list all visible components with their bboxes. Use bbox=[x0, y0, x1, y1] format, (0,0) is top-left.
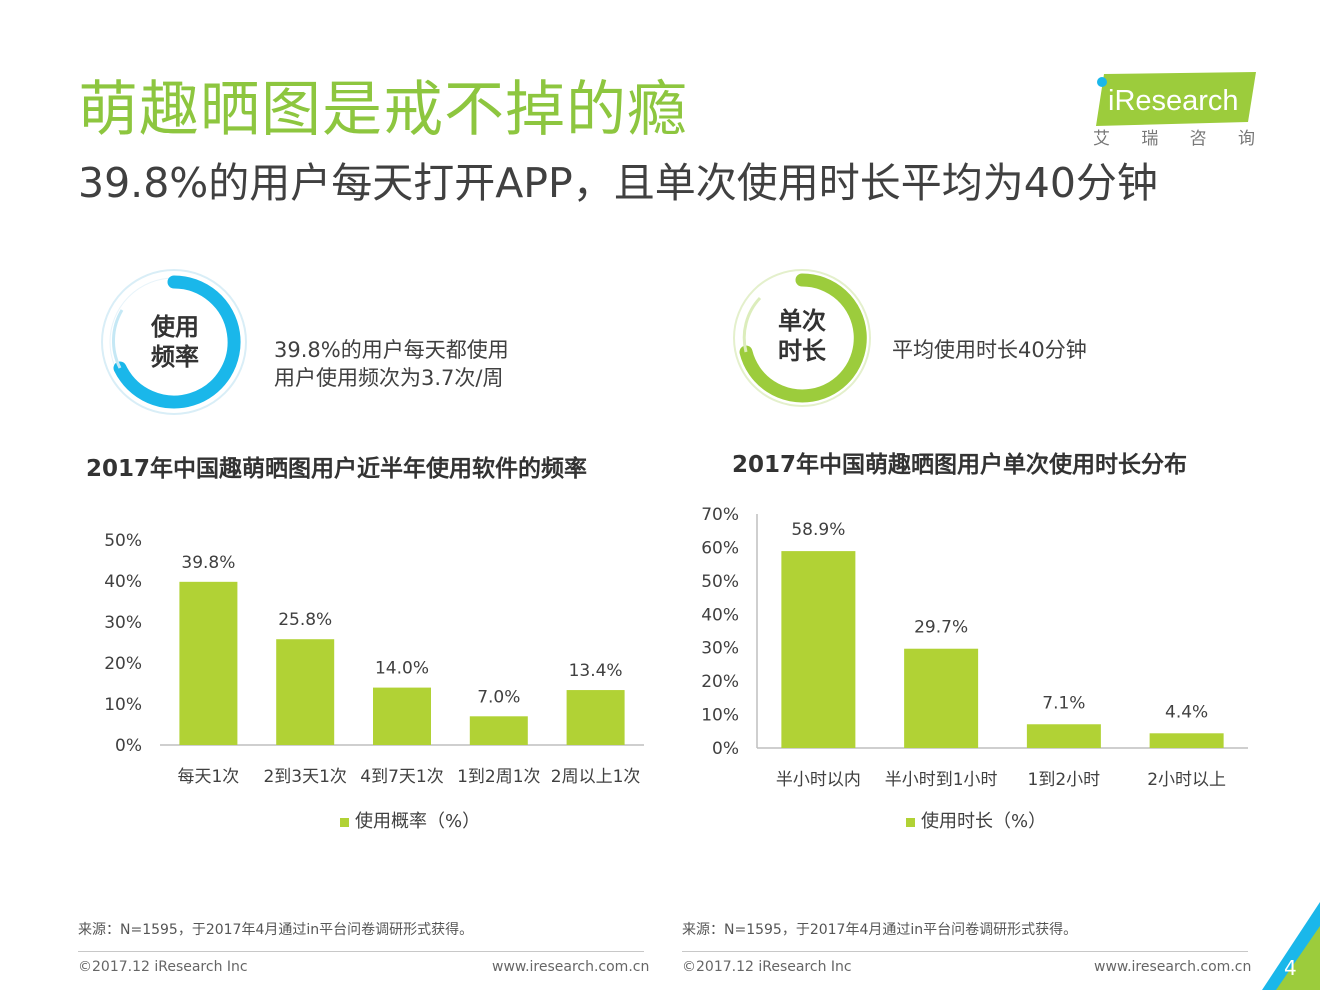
chart2-source: 来源：N=1595，于2017年4月通过in平台问卷调研形式获得。 bbox=[682, 922, 1078, 938]
footer-right-url[interactable]: www.iresearch.com.cn bbox=[1094, 959, 1252, 975]
page-number: 4 bbox=[1284, 956, 1297, 980]
footer-divider-left bbox=[78, 951, 644, 952]
x-tick-label: 每天1次 bbox=[177, 767, 239, 787]
chart1-source: 来源：N=1595，于2017年4月通过in平台问卷调研形式获得。 bbox=[78, 922, 474, 938]
chart1-title: 2017年中国趣萌晒图用户近半年使用软件的频率 bbox=[86, 456, 588, 482]
x-tick-label: 半小时到1小时 bbox=[885, 770, 998, 790]
duration-stat-text: 平均使用时长40分钟 bbox=[892, 336, 1087, 364]
frequency-text-line1: 39.8%的用户每天都使用 bbox=[274, 338, 509, 362]
duration-ring-label: 单次 时长 bbox=[762, 306, 842, 366]
page-corner-decoration bbox=[1262, 902, 1320, 990]
iresearch-logo: iResearch bbox=[1096, 72, 1256, 126]
y-tick-label: 40% bbox=[104, 572, 142, 592]
chart1-legend-label: 使用概率（%） bbox=[355, 811, 481, 832]
bar bbox=[276, 639, 335, 745]
bar bbox=[1149, 733, 1224, 748]
bar bbox=[566, 690, 625, 745]
x-tick-label: 2到3天1次 bbox=[263, 767, 346, 787]
y-tick-label: 10% bbox=[701, 706, 739, 726]
x-tick-label: 1到2小时 bbox=[1028, 770, 1101, 790]
bar bbox=[179, 581, 238, 745]
chart1-legend: 使用概率（%） bbox=[340, 810, 480, 834]
data-label: 13.4% bbox=[569, 661, 623, 681]
y-tick-label: 40% bbox=[701, 605, 739, 625]
duration-label-line2: 时长 bbox=[778, 337, 826, 365]
data-label: 7.0% bbox=[477, 687, 520, 707]
y-tick-label: 20% bbox=[104, 654, 142, 674]
y-tick-label: 30% bbox=[701, 639, 739, 659]
footer-right-copyright: ©2017.12 iResearch Inc bbox=[682, 959, 852, 975]
chart2-legend-label: 使用时长（%） bbox=[921, 811, 1047, 832]
logo-cn-char: 艾 bbox=[1093, 129, 1110, 149]
x-tick-label: 4到7天1次 bbox=[360, 767, 443, 787]
y-tick-label: 50% bbox=[701, 572, 739, 592]
y-tick-label: 20% bbox=[701, 672, 739, 692]
frequency-stat-text: 39.8%的用户每天都使用 用户使用频次为3.7次/周 bbox=[274, 336, 509, 392]
duration-ring-icon bbox=[733, 269, 871, 407]
logo-cn-char: 询 bbox=[1237, 129, 1255, 149]
y-tick-label: 70% bbox=[701, 505, 739, 525]
data-label: 7.1% bbox=[1042, 693, 1085, 713]
frequency-ring-icon bbox=[101, 269, 247, 415]
x-tick-label: 1到2周1次 bbox=[457, 767, 540, 787]
logo-brand-text: iResearch bbox=[1108, 85, 1239, 117]
bar bbox=[1026, 724, 1101, 748]
data-label: 39.8% bbox=[181, 553, 235, 573]
footer-divider-right bbox=[682, 951, 1248, 952]
logo-cn-text: 艾 瑞 咨 询 bbox=[1093, 128, 1255, 150]
data-label: 58.9% bbox=[791, 520, 845, 540]
chart2-title: 2017年中国萌趣晒图用户单次使用时长分布 bbox=[732, 452, 1188, 478]
y-tick-label: 30% bbox=[104, 613, 142, 633]
x-tick-label: 2小时以上 bbox=[1147, 770, 1226, 790]
x-tick-label: 半小时以内 bbox=[776, 770, 861, 790]
frequency-label-line1: 使用 bbox=[151, 313, 199, 341]
duration-text-line1: 平均使用时长40分钟 bbox=[892, 338, 1087, 362]
page-subtitle: 39.8%的用户每天打开APP，且单次使用时长平均为40分钟 bbox=[78, 159, 1158, 207]
frequency-ring-label: 使用 频率 bbox=[134, 312, 216, 372]
frequency-text-line2: 用户使用频次为3.7次/周 bbox=[274, 366, 504, 390]
page-title: 萌趣晒图是戒不掉的瘾 bbox=[78, 75, 688, 145]
logo-cn-char: 咨 bbox=[1189, 129, 1207, 149]
data-label: 29.7% bbox=[914, 618, 968, 638]
y-tick-label: 10% bbox=[104, 695, 142, 715]
data-label: 25.8% bbox=[278, 610, 332, 630]
y-tick-label: 60% bbox=[701, 538, 739, 558]
frequency-label-line2: 频率 bbox=[151, 343, 199, 371]
logo-parallelogram bbox=[1096, 72, 1256, 126]
legend-swatch bbox=[906, 817, 915, 827]
bar bbox=[904, 648, 979, 748]
bar bbox=[781, 551, 856, 748]
chart2-legend: 使用时长（%） bbox=[906, 810, 1046, 834]
footer-left-copyright: ©2017.12 iResearch Inc bbox=[78, 959, 248, 975]
bar bbox=[469, 716, 528, 745]
y-tick-label: 50% bbox=[104, 531, 142, 551]
footer-left-url[interactable]: www.iresearch.com.cn bbox=[492, 959, 650, 975]
x-tick-label: 2周以上1次 bbox=[551, 767, 641, 787]
data-label: 14.0% bbox=[375, 659, 429, 679]
legend-swatch bbox=[340, 817, 349, 827]
duration-label-line1: 单次 bbox=[778, 307, 826, 335]
data-label: 4.4% bbox=[1165, 702, 1208, 722]
logo-cn-char: 瑞 bbox=[1141, 129, 1159, 149]
bar bbox=[373, 687, 431, 745]
y-tick-label: 0% bbox=[712, 739, 739, 759]
y-tick-label: 0% bbox=[115, 736, 142, 756]
logo-dot-icon bbox=[1097, 77, 1107, 87]
